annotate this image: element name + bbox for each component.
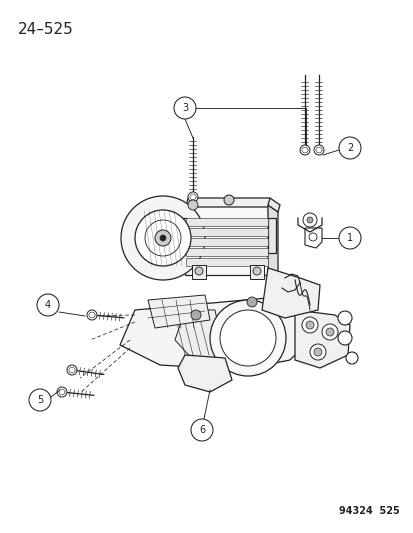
Polygon shape (185, 198, 271, 207)
Circle shape (209, 300, 285, 376)
Circle shape (337, 331, 351, 345)
Bar (267, 218, 275, 253)
Circle shape (338, 137, 360, 159)
Circle shape (173, 97, 195, 119)
Circle shape (121, 196, 204, 280)
Bar (185, 248, 267, 256)
Circle shape (337, 311, 351, 325)
Circle shape (195, 267, 202, 275)
Polygon shape (267, 198, 279, 212)
Circle shape (247, 297, 256, 307)
Text: 6: 6 (199, 425, 204, 435)
Bar (185, 228, 267, 236)
Circle shape (135, 210, 190, 266)
Text: 24–525: 24–525 (18, 22, 74, 37)
Circle shape (87, 310, 97, 320)
Bar (192, 265, 206, 279)
Text: 4: 4 (45, 300, 51, 310)
Circle shape (338, 227, 360, 249)
Circle shape (325, 328, 333, 336)
Circle shape (299, 145, 309, 155)
Circle shape (321, 324, 337, 340)
Text: 5: 5 (37, 395, 43, 405)
Circle shape (302, 213, 316, 227)
Circle shape (190, 310, 201, 320)
Polygon shape (294, 310, 349, 368)
Polygon shape (120, 295, 319, 370)
Text: 94324  525: 94324 525 (338, 506, 399, 516)
Polygon shape (185, 205, 267, 275)
Polygon shape (147, 295, 209, 328)
Circle shape (188, 192, 197, 202)
Circle shape (345, 352, 357, 364)
Polygon shape (267, 205, 277, 280)
Circle shape (29, 389, 51, 411)
Bar (185, 238, 267, 246)
Circle shape (219, 310, 275, 366)
Circle shape (313, 145, 323, 155)
Polygon shape (175, 310, 224, 362)
Circle shape (301, 317, 317, 333)
Circle shape (188, 200, 197, 210)
Circle shape (308, 233, 316, 241)
Circle shape (313, 348, 321, 356)
Circle shape (57, 387, 67, 397)
Circle shape (154, 230, 171, 246)
Text: 2: 2 (346, 143, 352, 153)
Polygon shape (178, 355, 231, 392)
Circle shape (309, 344, 325, 360)
Circle shape (190, 419, 212, 441)
Circle shape (223, 195, 233, 205)
Text: 1: 1 (346, 233, 352, 243)
Bar (185, 218, 267, 226)
Polygon shape (261, 268, 319, 318)
Circle shape (252, 267, 260, 275)
Circle shape (305, 321, 313, 329)
Bar (249, 265, 263, 279)
Circle shape (67, 365, 77, 375)
Circle shape (37, 294, 59, 316)
Bar (178, 218, 187, 253)
Circle shape (159, 235, 166, 241)
Circle shape (306, 217, 312, 223)
Text: 3: 3 (181, 103, 188, 113)
Bar (185, 258, 267, 266)
